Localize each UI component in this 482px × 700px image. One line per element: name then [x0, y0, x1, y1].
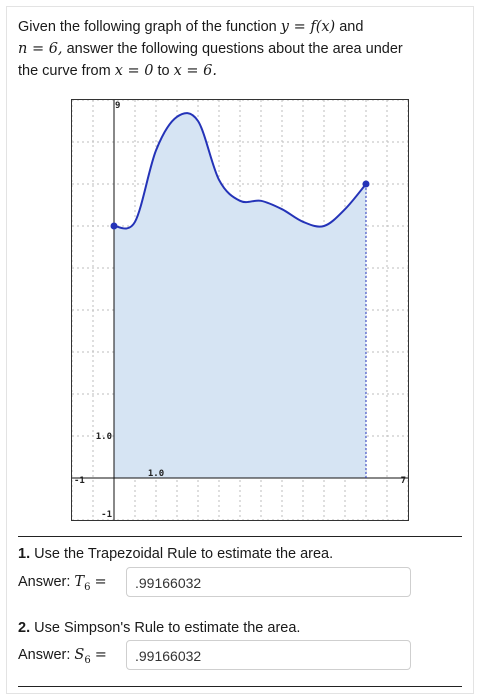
q2-equals: = [94, 647, 107, 663]
q1-sub: 6 [84, 581, 91, 593]
q1-answer-value: .99166032 [135, 575, 202, 591]
q1-text: 1. Use the Trapezoidal Rule to estimate … [18, 546, 333, 562]
q2-sub: 6 [84, 654, 91, 666]
q1-answer-word: Answer: [18, 574, 71, 590]
q2-answer-value: .99166032 [135, 648, 202, 664]
function-curve [113, 112, 367, 230]
divider-1 [18, 536, 462, 537]
x-unit-label: 1.0 [148, 469, 164, 479]
start-point [110, 222, 118, 230]
prompt-to: to [157, 63, 170, 79]
q1-answer-label: Answer: T6 = [18, 574, 107, 593]
q1-number: 1. [18, 546, 31, 562]
function-graph: 9 1.0 -1 1.0 7 -1 [71, 99, 409, 521]
divider-2 [18, 686, 462, 687]
prompt-intro: Given the following graph of the functio… [18, 19, 277, 35]
prompt-rest: answer the following questions about the… [66, 41, 403, 57]
end-point [362, 180, 370, 188]
prompt-and: and [339, 19, 364, 35]
x-min-label: -1 [74, 476, 85, 486]
q1-symbol: T [74, 574, 85, 590]
graph-svg: 9 1.0 -1 1.0 7 -1 [72, 100, 408, 520]
prompt-function: y = f(x) [280, 19, 336, 35]
q2-instructions: Use Simpson's Rule to estimate the area. [34, 620, 301, 636]
q2-answer-word: Answer: [18, 647, 71, 663]
q2-answer-label: Answer: S6 = [18, 647, 107, 666]
prompt-x-to: x = 6. [173, 63, 218, 79]
q1-answer-input[interactable]: .99166032 [126, 567, 411, 597]
q1-equals: = [94, 574, 107, 590]
y-min-label: -1 [101, 510, 112, 520]
prompt-n: n = 6, [18, 41, 63, 57]
area-under-curve [114, 113, 366, 479]
question-prompt: Given the following graph of the functio… [18, 16, 458, 82]
prompt-x-from: x = 0 [114, 63, 154, 79]
y-unit-label: 1.0 [96, 432, 112, 442]
q2-number: 2. [18, 620, 31, 636]
q2-symbol: S [74, 647, 85, 663]
prompt-line3: the curve from [18, 63, 111, 79]
x-max-label: 7 [401, 476, 406, 486]
q1-instructions: Use the Trapezoidal Rule to estimate the… [34, 546, 334, 562]
q2-answer-input[interactable]: .99166032 [126, 640, 411, 670]
q2-text: 2. Use Simpson's Rule to estimate the ar… [18, 620, 300, 636]
y-max-label: 9 [115, 101, 120, 111]
